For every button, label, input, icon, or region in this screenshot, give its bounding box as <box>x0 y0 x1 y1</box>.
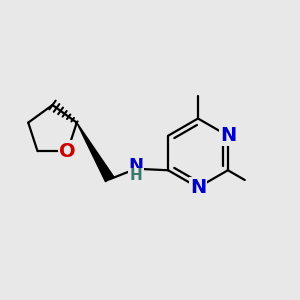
Polygon shape <box>77 123 114 182</box>
Text: H: H <box>130 168 142 183</box>
Text: O: O <box>59 142 76 160</box>
Text: N: N <box>220 126 236 145</box>
Text: N: N <box>128 157 143 175</box>
Text: N: N <box>190 178 206 197</box>
